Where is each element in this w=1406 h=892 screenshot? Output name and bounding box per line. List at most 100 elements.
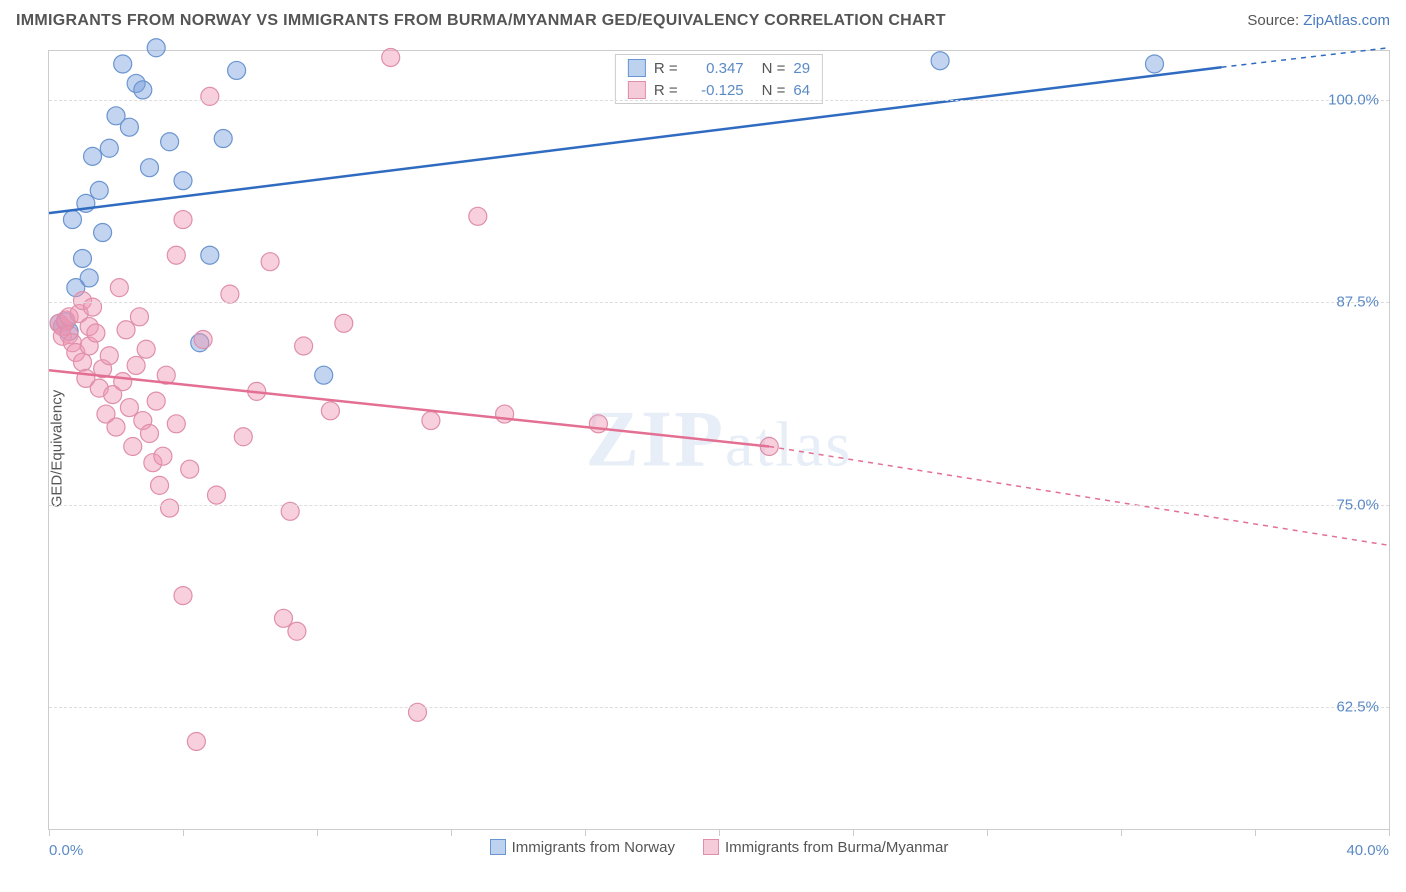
data-point: [208, 486, 226, 504]
data-point: [187, 732, 205, 750]
legend-swatch: [490, 839, 506, 855]
chart-header: IMMIGRANTS FROM NORWAY VS IMMIGRANTS FRO…: [0, 0, 1406, 36]
legend-series-item: Immigrants from Burma/Myanmar: [703, 839, 948, 856]
gridline: [49, 302, 1389, 303]
data-point: [382, 48, 400, 66]
data-point: [931, 52, 949, 70]
data-point: [409, 703, 427, 721]
data-point: [161, 133, 179, 151]
gridline: [49, 100, 1389, 101]
data-point: [137, 340, 155, 358]
data-point: [167, 415, 185, 433]
data-point: [214, 130, 232, 148]
chart-title: IMMIGRANTS FROM NORWAY VS IMMIGRANTS FRO…: [16, 12, 946, 30]
data-point: [80, 269, 98, 287]
data-point: [234, 428, 252, 446]
legend-swatch: [703, 839, 719, 855]
data-point: [90, 181, 108, 199]
legend-series-label: Immigrants from Norway: [512, 839, 675, 856]
data-point: [174, 587, 192, 605]
data-point: [141, 159, 159, 177]
data-point: [288, 622, 306, 640]
data-point: [94, 224, 112, 242]
legend-series: Immigrants from Norway Immigrants from Bu…: [49, 839, 1389, 860]
data-point: [117, 321, 135, 339]
x-tick: [585, 829, 586, 836]
data-point: [147, 39, 165, 57]
y-tick-label: 87.5%: [1336, 294, 1379, 311]
x-tick: [183, 829, 184, 836]
data-point: [74, 353, 92, 371]
data-point: [124, 437, 142, 455]
data-point: [261, 253, 279, 271]
data-point: [321, 402, 339, 420]
legend-correlation-row: R =0.347N =29: [616, 57, 822, 79]
data-point: [154, 447, 172, 465]
source-link[interactable]: ZipAtlas.com: [1303, 12, 1390, 29]
data-point: [1146, 55, 1164, 73]
x-tick: [49, 829, 50, 836]
data-point: [181, 460, 199, 478]
n-value: 29: [793, 60, 810, 77]
regression-line-extrapolated: [769, 446, 1389, 545]
data-point: [151, 476, 169, 494]
legend-swatch: [628, 59, 646, 77]
data-point: [63, 211, 81, 229]
data-point: [114, 55, 132, 73]
data-point: [147, 392, 165, 410]
data-point: [120, 399, 138, 417]
data-point: [194, 331, 212, 349]
x-tick: [1121, 829, 1122, 836]
legend-correlation-box: R =0.347N =29R =-0.125N =64: [615, 54, 823, 104]
legend-series-label: Immigrants from Burma/Myanmar: [725, 839, 948, 856]
data-point: [295, 337, 313, 355]
r-value: 0.347: [686, 60, 744, 77]
r-value: -0.125: [686, 82, 744, 99]
data-point: [114, 373, 132, 391]
r-label: R =: [654, 82, 678, 99]
data-point: [422, 412, 440, 430]
data-point: [228, 61, 246, 79]
data-point: [161, 499, 179, 517]
data-point: [221, 285, 239, 303]
data-point: [174, 172, 192, 190]
data-point: [74, 249, 92, 267]
chart-plot-area: GED/Equivalency ZIPatlas R =0.347N =29R …: [48, 50, 1390, 830]
data-point: [110, 279, 128, 297]
x-tick-label: 0.0%: [49, 842, 83, 859]
data-point: [141, 425, 159, 443]
data-point: [201, 87, 219, 105]
n-value: 64: [793, 82, 810, 99]
legend-swatch: [628, 81, 646, 99]
gridline: [49, 505, 1389, 506]
x-tick-label: 40.0%: [1346, 842, 1389, 859]
x-tick: [451, 829, 452, 836]
data-point: [167, 246, 185, 264]
data-point: [120, 118, 138, 136]
source-label: Source:: [1247, 12, 1303, 29]
data-point: [100, 139, 118, 157]
data-point: [84, 298, 102, 316]
y-tick-label: 62.5%: [1336, 699, 1379, 716]
data-point: [107, 418, 125, 436]
x-tick: [853, 829, 854, 836]
source-attribution: Source: ZipAtlas.com: [1247, 12, 1390, 29]
data-point: [130, 308, 148, 326]
y-tick-label: 75.0%: [1336, 496, 1379, 513]
data-point: [275, 609, 293, 627]
x-tick: [1255, 829, 1256, 836]
r-label: R =: [654, 60, 678, 77]
y-tick-label: 100.0%: [1328, 91, 1379, 108]
data-point: [335, 314, 353, 332]
legend-series-item: Immigrants from Norway: [490, 839, 675, 856]
data-point: [127, 356, 145, 374]
data-point: [87, 324, 105, 342]
n-label: N =: [762, 82, 786, 99]
data-point: [84, 147, 102, 165]
data-point: [100, 347, 118, 365]
x-tick: [987, 829, 988, 836]
regression-line-extrapolated: [1222, 48, 1390, 67]
x-tick: [1389, 829, 1390, 836]
data-point: [201, 246, 219, 264]
plot-svg: [49, 51, 1389, 829]
